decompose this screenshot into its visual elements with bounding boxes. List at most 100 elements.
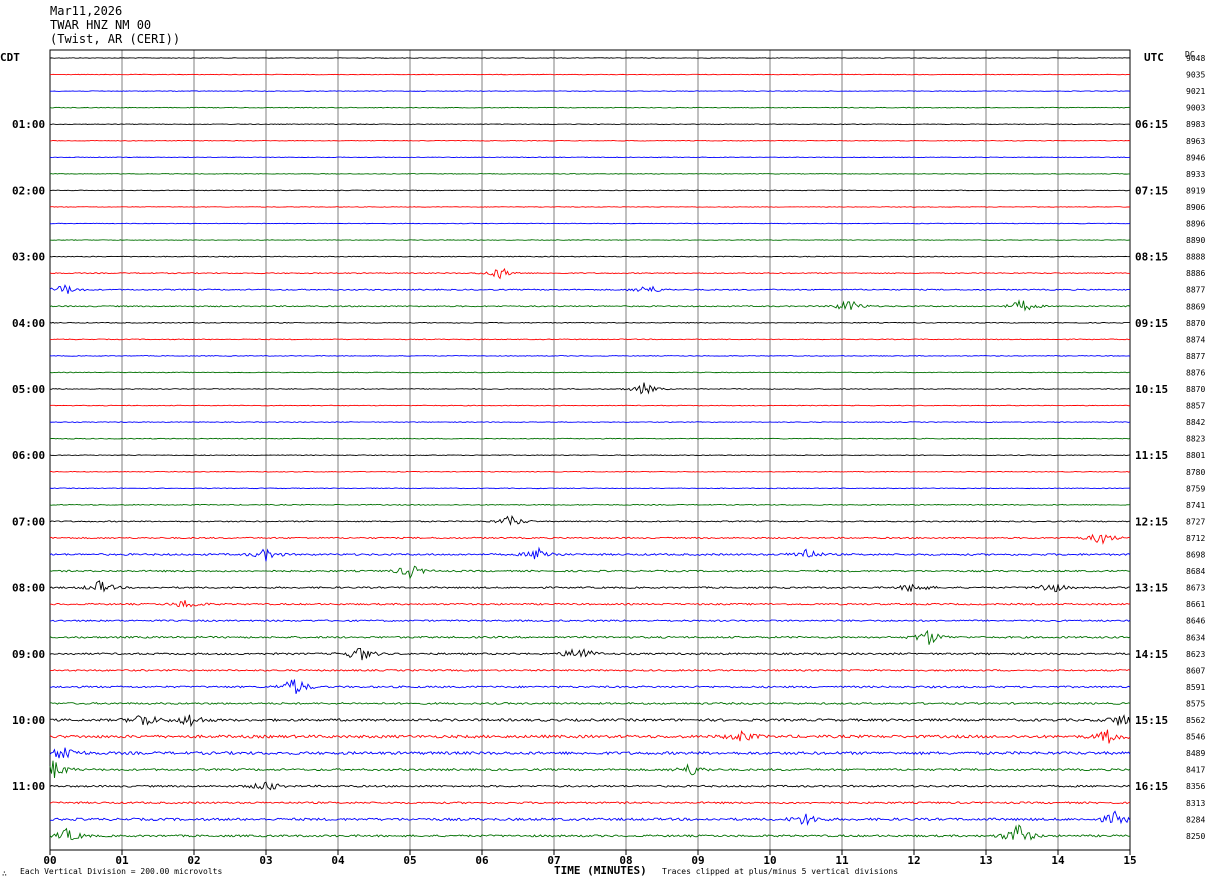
- x-tick-label: 03: [259, 854, 272, 867]
- dc-value: 8741: [1186, 501, 1205, 510]
- dc-value: 8874: [1186, 335, 1205, 344]
- x-axis-title: TIME (MINUTES): [554, 864, 647, 877]
- seismic-trace: [49, 810, 1131, 826]
- dc-value: 8591: [1186, 683, 1205, 692]
- x-tick-label: 13: [979, 854, 992, 867]
- seismic-trace: [49, 355, 1131, 357]
- seismic-trace: [49, 487, 1131, 490]
- dc-value: 8546: [1186, 733, 1205, 742]
- dc-value: 8886: [1186, 269, 1205, 278]
- x-tick-label: 04: [331, 854, 345, 867]
- seismic-trace: [49, 824, 1131, 841]
- cdt-hour-label: 01:00: [12, 118, 45, 131]
- seismic-trace: [49, 781, 1131, 791]
- dc-value: 8983: [1186, 120, 1205, 129]
- dc-value: 8906: [1186, 203, 1205, 212]
- dc-value: 8780: [1186, 468, 1205, 477]
- x-tick-label: 08: [619, 854, 632, 867]
- cdt-hour-label: 06:00: [12, 449, 45, 462]
- dc-value: 8313: [1186, 799, 1205, 808]
- left-timezone-label: CDT: [0, 51, 20, 64]
- scale-note: Each Vertical Division = 200.00 microvol…: [20, 867, 222, 876]
- seismic-trace: [49, 760, 1131, 778]
- cdt-hour-label: 02:00: [12, 184, 45, 197]
- dc-value: 9003: [1186, 104, 1205, 113]
- seismic-trace: [49, 747, 1131, 759]
- seismic-trace: [49, 338, 1131, 341]
- dc-value: 8623: [1186, 650, 1205, 659]
- utc-hour-label: 08:15: [1135, 251, 1168, 264]
- dc-value: 8801: [1186, 451, 1205, 460]
- x-tick-label: 07: [547, 854, 560, 867]
- dc-value: 8963: [1186, 137, 1205, 146]
- seismic-trace: [49, 90, 1131, 92]
- dc-value: 8877: [1186, 286, 1205, 295]
- header-location: (Twist, AR (CERI)): [50, 32, 181, 46]
- cdt-hour-label: 08:00: [12, 582, 45, 595]
- utc-hour-label: 06:15: [1135, 118, 1168, 131]
- dc-value: 8857: [1186, 402, 1205, 411]
- seismic-trace: [49, 404, 1131, 407]
- utc-hour-label: 16:15: [1135, 780, 1168, 793]
- dc-value: 9035: [1186, 71, 1205, 80]
- right-timezone-label: UTC: [1144, 51, 1164, 64]
- dc-value: 8698: [1186, 551, 1205, 560]
- utc-hour-label: 11:15: [1135, 449, 1168, 462]
- utc-hour-label: 15:15: [1135, 714, 1168, 727]
- seismic-traces: [49, 57, 1131, 841]
- seismic-trace: [49, 565, 1131, 580]
- seismic-trace: [49, 437, 1131, 440]
- plot-frame: [49, 49, 1131, 851]
- x-tick-label: 06: [475, 854, 489, 867]
- minute-axis: 00 01 02 03 04 05 06 07 08 09 10 11 12 13 14 15: [43, 850, 1137, 867]
- seismic-trace: [49, 503, 1131, 506]
- seismic-trace: [49, 382, 1131, 395]
- dc-value: 8876: [1186, 368, 1205, 377]
- dc-value: 8727: [1186, 517, 1205, 526]
- seismic-trace: [49, 629, 1131, 645]
- seismic-trace: [49, 106, 1131, 109]
- dc-value: 8575: [1186, 699, 1205, 708]
- cdt-hour-label: 05:00: [12, 383, 45, 396]
- dc-value: 8870: [1186, 319, 1205, 328]
- header-station: TWAR HNZ NM 00: [50, 18, 152, 32]
- dc-value: 8661: [1186, 600, 1205, 609]
- x-tick-label: 11: [835, 854, 849, 867]
- seismic-trace: [49, 239, 1131, 241]
- seismic-trace: [49, 284, 1131, 294]
- utc-hour-label: 07:15: [1135, 184, 1168, 197]
- x-tick-label: 01: [115, 854, 129, 867]
- cdt-hour-label: 11:00: [12, 780, 45, 793]
- x-tick-label: 09: [691, 854, 704, 867]
- dc-value: 8684: [1186, 567, 1205, 576]
- dc-value: 9048: [1186, 54, 1205, 63]
- seismic-trace: [49, 255, 1131, 258]
- utc-hour-label: 10:15: [1135, 383, 1168, 396]
- dc-value: 8896: [1186, 220, 1205, 229]
- seismic-trace: [49, 222, 1131, 225]
- minute-gridlines: [121, 50, 1059, 850]
- clip-note: Traces clipped at plus/minus 5 vertical …: [662, 867, 898, 876]
- dc-value: 8919: [1186, 186, 1205, 195]
- x-tick-label: 05: [403, 854, 416, 867]
- dc-value: 8673: [1186, 584, 1205, 593]
- cdt-hour-label: 09:00: [12, 648, 45, 661]
- seismic-trace: [49, 600, 1131, 608]
- dc-header: DC: [1185, 50, 1195, 59]
- seismic-trace: [49, 206, 1131, 208]
- header-date: Mar11,2026: [50, 4, 123, 18]
- utc-hour-label: 09:15: [1135, 317, 1168, 330]
- corner-mark: ∴: [2, 869, 7, 878]
- dc-value: 8823: [1186, 435, 1205, 444]
- seismic-trace: [49, 514, 1131, 527]
- cdt-hour-label: 07:00: [12, 515, 45, 528]
- x-tick-label: 12: [907, 854, 920, 867]
- dc-value: 8869: [1186, 302, 1205, 311]
- seismic-trace: [49, 546, 1131, 562]
- seismic-trace: [49, 533, 1131, 545]
- cdt-hour-label: 04:00: [12, 317, 45, 330]
- seismic-trace: [49, 123, 1131, 125]
- seismic-trace: [49, 619, 1131, 623]
- dc-value: 9021: [1186, 87, 1205, 96]
